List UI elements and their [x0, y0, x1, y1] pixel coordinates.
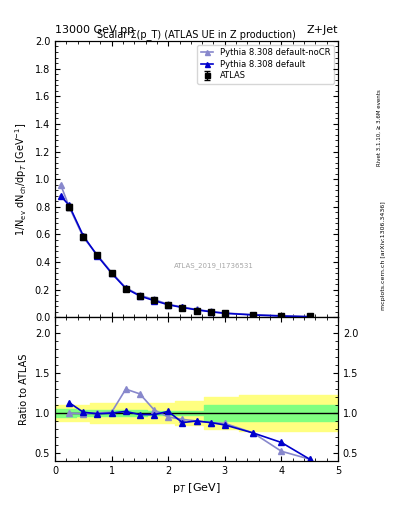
Pythia 8.308 default: [251, 312, 255, 318]
Pythia 8.308 default-noCR: [180, 304, 185, 310]
Pythia 8.308 default-noCR: [166, 301, 171, 307]
Pythia 8.308 default: [109, 270, 114, 276]
Pythia 8.308 default: [81, 233, 86, 239]
Pythia 8.308 default-noCR: [81, 234, 86, 240]
Y-axis label: Ratio to ATLAS: Ratio to ATLAS: [19, 353, 29, 425]
Pythia 8.308 default-noCR: [194, 306, 199, 312]
Pythia 8.308 default: [138, 293, 142, 299]
Pythia 8.308 default: [166, 302, 171, 308]
Pythia 8.308 default-noCR: [123, 285, 128, 291]
Pythia 8.308 default: [194, 307, 199, 313]
Pythia 8.308 default: [180, 305, 185, 311]
Legend: Pythia 8.308 default-noCR, Pythia 8.308 default, ATLAS: Pythia 8.308 default-noCR, Pythia 8.308 …: [197, 45, 334, 84]
Pythia 8.308 default-noCR: [251, 312, 255, 318]
Pythia 8.308 default-noCR: [279, 312, 284, 318]
Pythia 8.308 default-noCR: [58, 182, 63, 188]
Pythia 8.308 default: [67, 202, 72, 208]
Text: 13000 GeV pp: 13000 GeV pp: [55, 25, 134, 35]
Pythia 8.308 default: [58, 193, 63, 199]
Pythia 8.308 default-noCR: [109, 269, 114, 275]
Pythia 8.308 default: [208, 309, 213, 315]
Text: Rivet 3.1.10, ≥ 3.6M events: Rivet 3.1.10, ≥ 3.6M events: [377, 90, 382, 166]
Text: ATLAS_2019_I1736531: ATLAS_2019_I1736531: [174, 263, 254, 269]
Pythia 8.308 default: [152, 297, 156, 304]
Line: Pythia 8.308 default: Pythia 8.308 default: [58, 193, 312, 319]
Text: Z+Jet: Z+Jet: [307, 25, 338, 35]
Pythia 8.308 default: [123, 285, 128, 291]
Line: Pythia 8.308 default-noCR: Pythia 8.308 default-noCR: [58, 182, 312, 319]
Pythia 8.308 default: [279, 313, 284, 319]
Pythia 8.308 default-noCR: [208, 308, 213, 314]
Pythia 8.308 default-noCR: [67, 204, 72, 210]
Pythia 8.308 default-noCR: [307, 313, 312, 319]
Pythia 8.308 default-noCR: [95, 252, 100, 258]
Pythia 8.308 default-noCR: [152, 296, 156, 303]
Pythia 8.308 default-noCR: [138, 292, 142, 298]
Pythia 8.308 default: [307, 314, 312, 320]
Pythia 8.308 default: [95, 253, 100, 259]
X-axis label: p$_T$ [GeV]: p$_T$ [GeV]: [172, 481, 221, 495]
Pythia 8.308 default-noCR: [222, 310, 227, 316]
Pythia 8.308 default: [222, 310, 227, 316]
Title: Scalar Σ(p_T) (ATLAS UE in Z production): Scalar Σ(p_T) (ATLAS UE in Z production): [97, 29, 296, 40]
Text: mcplots.cern.ch [arXiv:1306.3436]: mcplots.cern.ch [arXiv:1306.3436]: [381, 202, 386, 310]
Y-axis label: 1/N$_{\rm ev}$ dN$_{\rm ch}$/dp$_T$ [GeV$^{-1}$]: 1/N$_{\rm ev}$ dN$_{\rm ch}$/dp$_T$ [GeV…: [13, 122, 29, 236]
